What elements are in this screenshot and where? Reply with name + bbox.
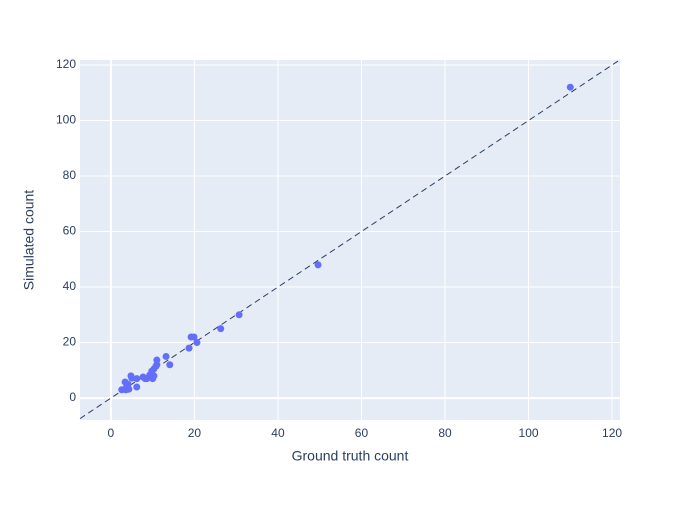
y-tick-label: 20 xyxy=(63,335,77,349)
y-axis-title: Simulated count xyxy=(21,190,37,291)
y-tick-label: 120 xyxy=(56,57,76,71)
x-tick-label: 20 xyxy=(188,426,202,440)
y-tick-label: 0 xyxy=(69,390,76,404)
point xyxy=(133,383,141,391)
point xyxy=(193,339,201,347)
point xyxy=(149,375,157,383)
y-tick-label: 100 xyxy=(56,113,76,127)
point xyxy=(166,361,174,369)
y-tick-label: 40 xyxy=(63,279,77,293)
point xyxy=(217,325,225,333)
point xyxy=(141,375,149,383)
point xyxy=(566,83,574,91)
point xyxy=(190,333,198,341)
identity-line xyxy=(79,59,620,420)
y-tick-label: 80 xyxy=(63,168,77,182)
point xyxy=(127,372,135,380)
point xyxy=(314,261,322,269)
x-tick-label: 0 xyxy=(108,426,115,440)
point xyxy=(162,352,170,360)
x-tick-label: 60 xyxy=(355,426,369,440)
x-axis-title: Ground truth count xyxy=(292,448,409,464)
x-tick-label: 120 xyxy=(602,426,622,440)
y-tick-label: 60 xyxy=(63,224,77,238)
x-tick-label: 80 xyxy=(438,426,452,440)
x-tick-label: 100 xyxy=(519,426,539,440)
point xyxy=(235,311,243,319)
point xyxy=(185,344,193,352)
x-tick-label: 40 xyxy=(271,426,285,440)
point xyxy=(123,382,131,390)
point xyxy=(118,386,126,394)
